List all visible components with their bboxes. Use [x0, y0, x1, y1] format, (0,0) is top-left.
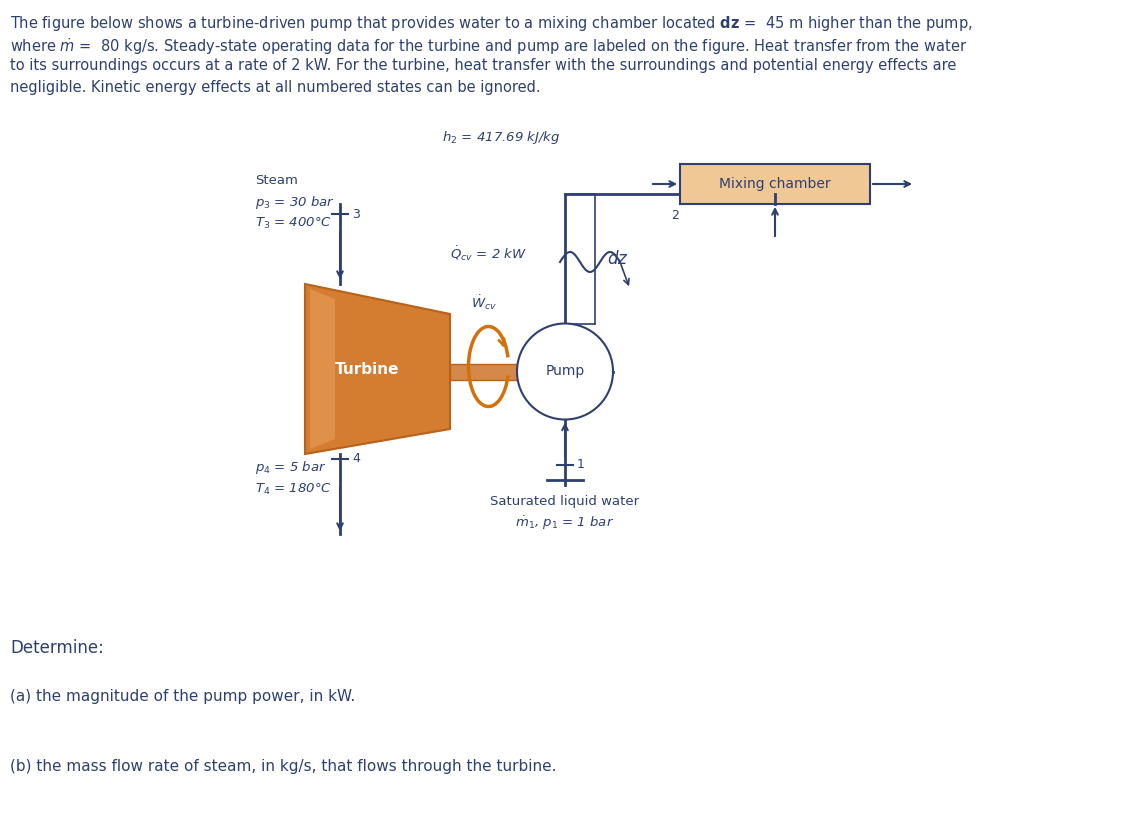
Text: $T_3$ = 400°C: $T_3$ = 400°C	[256, 216, 332, 231]
Circle shape	[517, 323, 613, 419]
Text: $h_2$ = 417.69 kJ/kg: $h_2$ = 417.69 kJ/kg	[441, 129, 560, 146]
Text: Turbine: Turbine	[336, 361, 400, 377]
Text: Determine:: Determine:	[10, 639, 104, 657]
Text: $\dot{Q}_{cv}$ = 2 kW: $\dot{Q}_{cv}$ = 2 kW	[450, 245, 527, 264]
Text: $p_3$ = 30 bar: $p_3$ = 30 bar	[256, 194, 335, 211]
Text: Pump: Pump	[545, 365, 584, 379]
Polygon shape	[311, 289, 335, 449]
Bar	[680, 164, 870, 204]
Bar	[450, 364, 517, 379]
Text: $p_4$ = 5 bar: $p_4$ = 5 bar	[256, 459, 327, 476]
Text: 1: 1	[576, 458, 584, 471]
Text: $dz$: $dz$	[607, 250, 629, 268]
Text: The figure below shows a turbine-driven pump that provides water to a mixing cha: The figure below shows a turbine-driven …	[10, 14, 973, 33]
Text: 3: 3	[352, 208, 360, 221]
Text: (b) the mass flow rate of steam, in kg/s, that flows through the turbine.: (b) the mass flow rate of steam, in kg/s…	[10, 759, 557, 774]
Text: (a) the magnitude of the pump power, in kW.: (a) the magnitude of the pump power, in …	[10, 689, 355, 704]
Text: Mixing chamber: Mixing chamber	[720, 177, 831, 191]
Text: Saturated liquid water: Saturated liquid water	[490, 494, 639, 507]
Text: negligible. Kinetic energy effects at all numbered states can be ignored.: negligible. Kinetic energy effects at al…	[10, 80, 541, 95]
Text: 2: 2	[672, 209, 678, 222]
Polygon shape	[305, 284, 450, 454]
Text: to its surroundings occurs at a rate of 2 kW. For the turbine, heat transfer wit: to its surroundings occurs at a rate of …	[10, 58, 957, 73]
Text: where $\dot{m}$ =  80 kg/s. Steady-state operating data for the turbine and pump: where $\dot{m}$ = 80 kg/s. Steady-state …	[10, 36, 967, 57]
Text: $\dot{W}_{cv}$: $\dot{W}_{cv}$	[471, 293, 496, 312]
Text: Steam: Steam	[256, 174, 298, 187]
Text: 4: 4	[352, 453, 360, 466]
Text: $\dot{m}_1$, $p_1$ = 1 bar: $\dot{m}_1$, $p_1$ = 1 bar	[516, 514, 614, 532]
Text: $T_4$ = 180°C: $T_4$ = 180°C	[256, 482, 332, 497]
